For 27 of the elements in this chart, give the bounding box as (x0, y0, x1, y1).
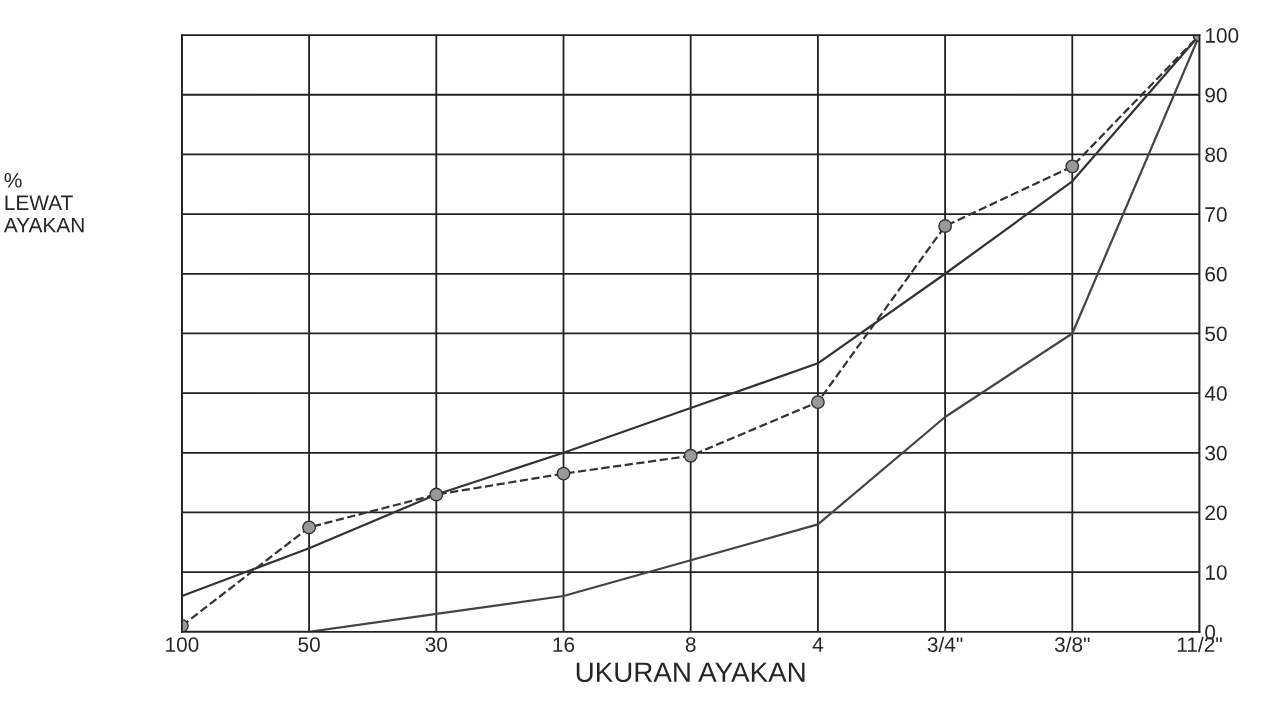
y-tick-label: 100 (1205, 28, 1239, 43)
y-tick-label: 90 (1205, 87, 1227, 103)
y-tick-label: 10 (1205, 565, 1227, 580)
x-tick-label: 100 (166, 637, 199, 652)
y-tick-label: 40 (1204, 386, 1227, 401)
x-tick-label: 30 (425, 637, 448, 652)
y-tick-label: 20 (1205, 505, 1227, 521)
point (938, 219, 953, 233)
x-tick-label: 16 (553, 637, 575, 652)
point (556, 466, 571, 481)
y-axis-title: % LEWAT AYAKAN (3, 172, 84, 233)
y-tick-label: 50 (1205, 326, 1227, 342)
y-tick-label: 60 (1205, 266, 1227, 282)
point (429, 487, 444, 502)
y-tick-label: 80 (1205, 147, 1227, 163)
x-tick-label: 4 (812, 637, 824, 652)
x-tick-label: 3/4" (927, 636, 963, 652)
point (683, 448, 698, 463)
y-tick-label: 70 (1205, 207, 1227, 222)
x-tick-label: 50 (298, 637, 320, 652)
point (302, 520, 317, 535)
point (1065, 159, 1080, 174)
y-tick-label: 30 (1205, 445, 1227, 461)
point (810, 395, 825, 410)
x-tick-label: 8 (685, 637, 696, 652)
x-tick-label: 3/8" (1054, 636, 1090, 652)
x-axis-title: UKURAN AYAKAN (576, 662, 805, 683)
